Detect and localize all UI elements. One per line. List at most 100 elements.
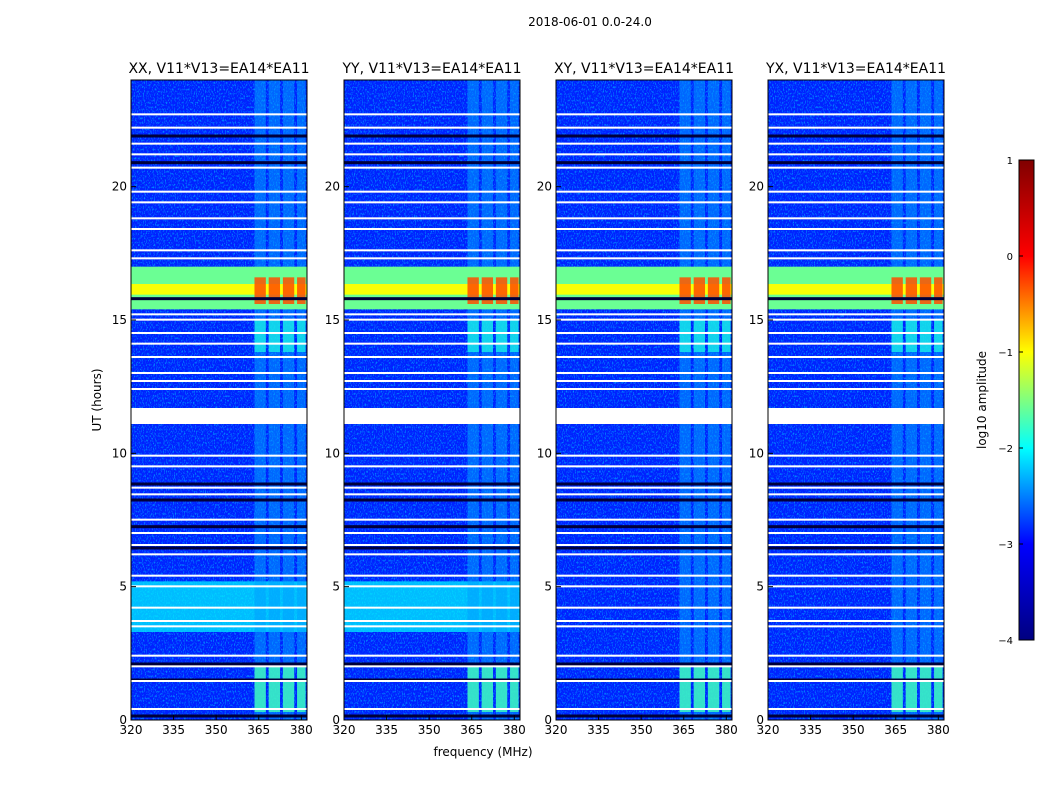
dark-row — [344, 482, 520, 486]
colorbar-tick-label: −2 — [998, 444, 1013, 455]
flagged-row — [344, 153, 520, 156]
flagged-row — [131, 356, 307, 358]
flagged-row — [768, 332, 944, 334]
rfi-burst — [481, 320, 494, 352]
dark-row — [768, 498, 944, 502]
flagged-row — [768, 257, 944, 260]
flagged-row — [344, 342, 520, 345]
dark-row — [768, 662, 944, 666]
rfi-channel — [693, 80, 706, 720]
flagged-row — [556, 574, 732, 577]
flagged-row — [768, 654, 944, 657]
flagged-row — [131, 342, 307, 345]
flagged-row — [556, 606, 732, 609]
strong-rfi-peak — [891, 277, 903, 304]
colorbar-label: log10 amplitude — [975, 351, 989, 449]
figure-suptitle: 2018-06-01 0.0-24.0 — [528, 15, 652, 29]
flagged-row — [556, 356, 732, 358]
flagged-row — [131, 318, 307, 321]
panel-title: YX, V11*V13=EA14*EA11 — [765, 61, 946, 77]
dark-row — [768, 297, 944, 301]
flagged-row — [768, 126, 944, 129]
dark-row — [768, 482, 944, 486]
flagged-row — [344, 532, 520, 534]
strong-rfi-peak — [467, 277, 479, 304]
flagged-row — [131, 518, 307, 521]
x-tick-label: 320 — [333, 723, 356, 737]
colorbar-tick-label: 1 — [1007, 156, 1013, 167]
strong-rfi-peak — [254, 277, 266, 304]
flagged-row — [768, 585, 944, 588]
y-tick-label: 20 — [325, 180, 340, 194]
flagged-row — [344, 166, 520, 169]
y-tick-label: 10 — [325, 446, 340, 460]
flagged-row — [131, 620, 307, 622]
flagged-row — [344, 313, 520, 316]
dark-row — [344, 498, 520, 502]
dark-row — [556, 525, 732, 529]
flagged-row — [344, 486, 520, 489]
broadband-band — [344, 581, 520, 632]
strong-rfi-peak — [707, 277, 720, 304]
flagged-row — [344, 388, 520, 390]
flagged-row — [768, 606, 944, 609]
panel-xy: XY, V11*V13=EA14*EA11 320 335 350 365 380 0 5 10… — [537, 61, 738, 737]
flagged-row — [131, 388, 307, 390]
strong-rfi-peak — [722, 277, 731, 304]
x-tick-label: 350 — [418, 723, 441, 737]
flagged-row — [131, 408, 307, 424]
flagged-row — [768, 380, 944, 382]
flagged-row — [344, 249, 520, 252]
dark-row — [556, 546, 732, 550]
flagged-row — [768, 388, 944, 390]
rfi-burst — [679, 320, 691, 352]
flagged-row — [768, 217, 944, 220]
flagged-row — [344, 332, 520, 334]
flagged-row — [131, 574, 307, 577]
flagged-row — [556, 625, 732, 628]
rfi-burst — [722, 666, 731, 712]
flagged-row — [768, 166, 944, 169]
flagged-row — [768, 408, 944, 424]
flagged-row — [131, 553, 307, 556]
flagged-row — [344, 606, 520, 609]
flagged-row — [344, 574, 520, 577]
dark-row — [344, 546, 520, 550]
flagged-row — [131, 313, 307, 316]
rfi-burst — [693, 666, 706, 712]
flagged-row — [131, 493, 307, 496]
flagged-row — [131, 142, 307, 145]
flagged-row — [556, 190, 732, 193]
colorbar-tick-label: −1 — [998, 348, 1013, 359]
flagged-row — [556, 388, 732, 390]
flagged-row — [768, 708, 944, 710]
dark-row — [556, 662, 732, 666]
rfi-channel — [495, 80, 508, 720]
flagged-row — [344, 454, 520, 457]
flagged-row — [556, 217, 732, 220]
rfi-burst — [297, 320, 306, 352]
flagged-row — [131, 665, 307, 668]
flagged-row — [556, 544, 732, 546]
x-tick-label: 350 — [630, 723, 653, 737]
y-tick-label: 15 — [112, 313, 127, 327]
flagged-row — [344, 356, 520, 358]
rfi-channel — [905, 80, 918, 720]
flagged-row — [131, 454, 307, 457]
flagged-row — [556, 486, 732, 489]
flagged-row — [768, 574, 944, 577]
flagged-row — [344, 708, 520, 710]
panel-title: XY, V11*V13=EA14*EA11 — [554, 61, 734, 77]
dark-row — [344, 161, 520, 165]
flagged-row — [556, 518, 732, 521]
flagged-row — [344, 190, 520, 193]
panel-title: YY, V11*V13=EA14*EA11 — [342, 61, 522, 77]
rfi-channel — [481, 80, 494, 720]
flagged-row — [344, 257, 520, 260]
flagged-row — [344, 318, 520, 321]
flagged-row — [344, 113, 520, 116]
x-tick-label: 335 — [587, 723, 610, 737]
rfi-burst — [495, 320, 508, 352]
y-tick-label: 0 — [332, 713, 340, 727]
